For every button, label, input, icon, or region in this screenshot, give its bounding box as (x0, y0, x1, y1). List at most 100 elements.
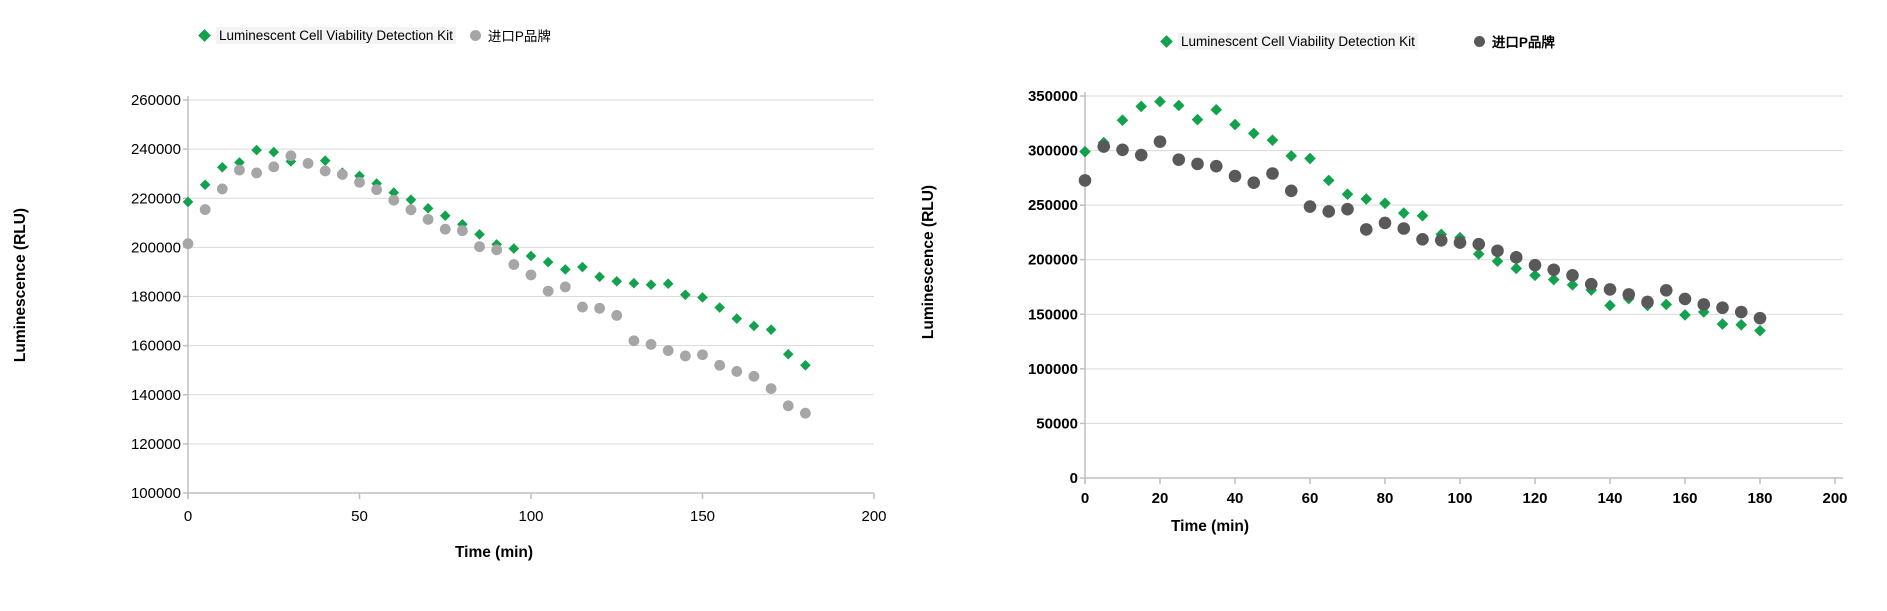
data-point (1304, 152, 1316, 165)
y-tick-label: 150000 (1028, 306, 1078, 323)
gridlines (188, 99, 874, 445)
data-point (1622, 288, 1636, 301)
series-pbrand (182, 150, 811, 419)
data-point (1154, 95, 1166, 108)
data-point (405, 194, 417, 206)
data-point (268, 146, 280, 158)
data-point (1697, 298, 1711, 311)
data-point (1472, 248, 1485, 260)
x-tick-label: 0 (1081, 490, 1089, 507)
data-point (1284, 184, 1298, 198)
data-point (336, 169, 348, 180)
legend-label-kit: Luminescent Cell Viability Detection Kit (216, 26, 456, 44)
data-point (182, 196, 194, 208)
gray-circle-icon (469, 29, 481, 41)
y-axis-labels: 100000 120000 140000 160000 180000 200000 2200… (131, 92, 181, 502)
data-point (508, 259, 520, 270)
legend-item-kit: Luminescent Cell Viability Detection Kit (198, 26, 456, 44)
legend-item-pbrand: 进口P品牌 (468, 25, 551, 45)
data-point (1510, 262, 1523, 275)
x-tick-label: 0 (184, 508, 192, 525)
data-point (1341, 188, 1354, 201)
data-point (251, 144, 262, 156)
x-tick-label: 160 (1672, 490, 1697, 507)
data-point (542, 256, 554, 268)
data-point (662, 278, 674, 290)
legend-label-pbrand: 进口P品牌 (1491, 35, 1555, 50)
x-axis-labels: 0 20 40 60 80 100 120 140 160 180 200 (1081, 490, 1848, 507)
legend-item-pbrand: 进口P品牌 (1472, 31, 1555, 51)
data-point (1210, 103, 1223, 116)
data-point (1285, 150, 1298, 162)
data-point (645, 279, 657, 291)
data-point (319, 155, 331, 166)
data-point (234, 164, 245, 176)
data-point (731, 366, 743, 377)
data-point (611, 275, 623, 287)
data-point (491, 244, 503, 256)
data-point (1266, 167, 1279, 180)
data-point (1247, 176, 1261, 189)
data-point (594, 302, 605, 314)
data-point (1135, 100, 1148, 113)
data-point (1134, 148, 1148, 162)
legend-label-pbrand: 进口P品牌 (487, 29, 551, 44)
data-point (1172, 99, 1185, 112)
data-point (474, 229, 485, 240)
data-point (199, 179, 211, 191)
y-tick-label: 200000 (1028, 252, 1078, 269)
data-point (1472, 237, 1486, 251)
data-point (1566, 269, 1579, 282)
data-point (748, 370, 760, 382)
data-point (1753, 311, 1767, 325)
y-tick-label: 160000 (131, 338, 181, 355)
data-point (1604, 299, 1616, 312)
data-point (1547, 273, 1560, 286)
data-point (1172, 153, 1186, 166)
data-point (679, 350, 691, 362)
x-tick-label: 200 (1822, 490, 1847, 507)
data-point (542, 285, 554, 297)
data-point (525, 269, 537, 281)
data-point (1397, 207, 1410, 219)
data-point (1247, 127, 1260, 140)
gridlines (1085, 95, 1843, 424)
data-point (662, 345, 674, 356)
data-point (1491, 255, 1504, 268)
data-point (1322, 205, 1336, 218)
y-tick-label: 120000 (131, 436, 181, 453)
x-tick-label: 100 (1447, 490, 1472, 507)
data-point (1641, 295, 1654, 309)
series-kit (182, 144, 811, 371)
series-pbrand (1078, 135, 1767, 325)
data-point (1079, 145, 1091, 158)
data-point (1379, 197, 1391, 210)
data-point (285, 150, 297, 162)
data-point (405, 204, 417, 216)
data-point (422, 213, 434, 225)
x-tick-label: 140 (1597, 490, 1622, 507)
data-point (1209, 159, 1223, 173)
x-tick-label: 100 (518, 508, 543, 525)
data-point (611, 310, 623, 321)
data-point (1378, 216, 1392, 230)
left-scatter-plot: 100000 120000 140000 160000 180000 200000 2200… (12, 92, 887, 561)
data-point (1359, 223, 1373, 236)
data-point (1716, 318, 1729, 330)
y-tick-label: 100000 (1028, 361, 1078, 378)
data-point (251, 167, 262, 179)
y-axis-labels: 0 50000 100000 150000 200000 250000 300000 3500… (1028, 88, 1078, 487)
data-point (1603, 283, 1617, 296)
x-tick-label: 40 (1227, 490, 1244, 507)
x-axis-title: Time (min) (1171, 518, 1249, 535)
data-point (1509, 251, 1523, 264)
x-axis-title: Time (min) (455, 544, 533, 561)
data-point (1491, 244, 1504, 258)
data-point (1191, 157, 1204, 171)
data-point (645, 338, 657, 350)
y-tick-label: 180000 (131, 289, 181, 306)
legend-item-kit: Luminescent Cell Viability Detection Kit (1160, 32, 1418, 50)
data-point (1453, 236, 1467, 249)
y-tick-label: 250000 (1028, 197, 1078, 214)
data-point (1734, 305, 1748, 319)
